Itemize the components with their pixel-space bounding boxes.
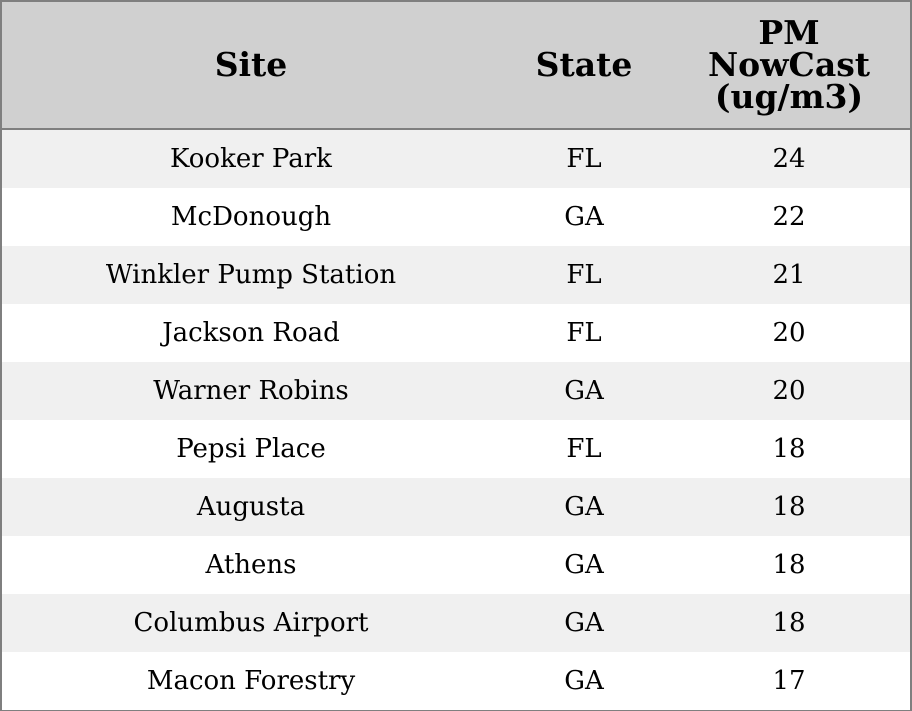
- table-row: Warner Robins GA 20: [2, 362, 910, 420]
- cell-state: FL: [500, 129, 668, 188]
- header-pm-line-2: NowCast: [707, 45, 871, 84]
- cell-pm: 21: [668, 246, 910, 304]
- header-state-line: State: [535, 45, 633, 84]
- cell-site: Pepsi Place: [2, 420, 500, 478]
- cell-pm: 24: [668, 129, 910, 188]
- header-pm: PM NowCast (ug/m3): [668, 2, 910, 130]
- cell-state: FL: [500, 246, 668, 304]
- table-row: Winkler Pump Station FL 21: [2, 246, 910, 304]
- cell-site: Winkler Pump Station: [2, 246, 500, 304]
- cell-state: GA: [500, 478, 668, 536]
- cell-site: Jackson Road: [2, 304, 500, 362]
- cell-pm: 20: [668, 362, 910, 420]
- header-row: Site State PM NowCast (ug/m3): [2, 2, 910, 130]
- table-row: Athens GA 18: [2, 536, 910, 594]
- header-site: Site: [2, 2, 500, 130]
- cell-state: GA: [500, 188, 668, 246]
- table-row: Pepsi Place FL 18: [2, 420, 910, 478]
- cell-pm: 18: [668, 536, 910, 594]
- cell-state: GA: [500, 594, 668, 652]
- cell-state: GA: [500, 536, 668, 594]
- table-row: Kooker Park FL 24: [2, 129, 910, 188]
- cell-state: GA: [500, 362, 668, 420]
- cell-state: GA: [500, 652, 668, 710]
- cell-site: Kooker Park: [2, 129, 500, 188]
- table-row: Jackson Road FL 20: [2, 304, 910, 362]
- header-pm-line-1: PM: [758, 13, 820, 52]
- cell-pm: 18: [668, 594, 910, 652]
- cell-site: Warner Robins: [2, 362, 500, 420]
- cell-state: FL: [500, 420, 668, 478]
- table-row: Macon Forestry GA 17: [2, 652, 910, 710]
- header-site-line: Site: [214, 45, 288, 84]
- cell-site: Athens: [2, 536, 500, 594]
- cell-pm: 22: [668, 188, 910, 246]
- cell-site: Columbus Airport: [2, 594, 500, 652]
- header-state: State: [500, 2, 668, 130]
- cell-state: FL: [500, 304, 668, 362]
- table-row: McDonough GA 22: [2, 188, 910, 246]
- cell-pm: 18: [668, 478, 910, 536]
- cell-site: McDonough: [2, 188, 500, 246]
- table-row: Augusta GA 18: [2, 478, 910, 536]
- cell-pm: 17: [668, 652, 910, 710]
- cell-pm: 18: [668, 420, 910, 478]
- table-row: Columbus Airport GA 18: [2, 594, 910, 652]
- header-pm-line-3: (ug/m3): [714, 77, 864, 116]
- cell-site: Macon Forestry: [2, 652, 500, 710]
- cell-pm: 20: [668, 304, 910, 362]
- cell-site: Augusta: [2, 478, 500, 536]
